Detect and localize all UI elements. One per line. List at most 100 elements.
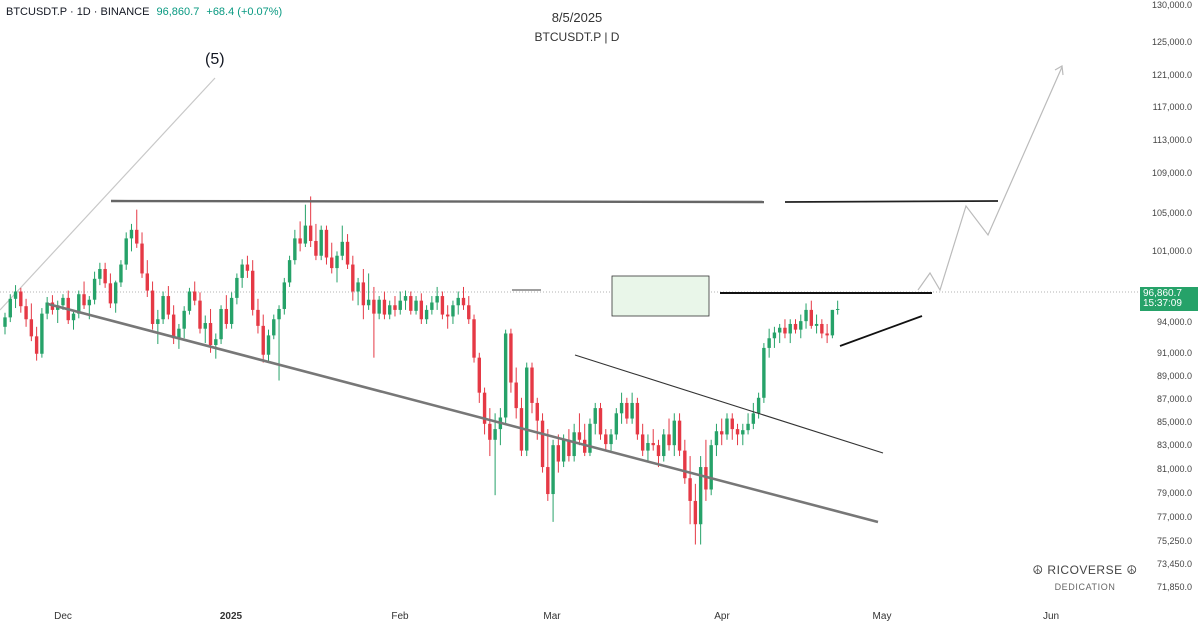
candle-body (182, 310, 186, 329)
candle-body (830, 309, 835, 336)
candle-body (366, 299, 371, 306)
candle-body (156, 319, 160, 324)
candle-body (814, 323, 819, 326)
candle-body (767, 338, 771, 348)
x-axis[interactable]: Dec 2025 Feb Mar Apr May Jun (54, 611, 1059, 622)
brand-name: ☮ RICOVERSE ☮ (1032, 563, 1138, 577)
y-axis[interactable]: 130,000.0 125,000.0 121,000.0 117,000.0 113,… (1152, 0, 1192, 592)
x-axis-tick-label: Apr (714, 611, 730, 622)
y-axis-tick-label: 77,000.0 (1157, 512, 1192, 522)
resistance-line-right (784, 200, 999, 203)
current-price-tag: 96,860.7 15:37:09 (1140, 287, 1198, 311)
candle-body (430, 302, 434, 310)
candle-body (424, 309, 429, 320)
y-axis-tick-label: 91,000.0 (1157, 348, 1192, 358)
candle-body (61, 297, 65, 306)
wave-5-trendline (0, 77, 216, 311)
candle-body (87, 299, 92, 306)
candle-body (609, 434, 613, 445)
candle-body (119, 264, 123, 283)
candle-body (261, 325, 265, 355)
candle-body (219, 308, 223, 340)
candle-body (551, 445, 555, 495)
projection-arrowhead (1054, 65, 1064, 76)
candle-body (113, 282, 118, 304)
candle-body (640, 434, 645, 451)
candle-body (324, 229, 329, 258)
candle-body (240, 264, 244, 278)
candle-body (435, 296, 439, 303)
y-axis-tick-label: 81,000.0 (1157, 464, 1192, 474)
candle-body (688, 478, 692, 501)
candle-body (598, 408, 603, 435)
support-trendline (47, 302, 879, 524)
brand-tagline: DEDICATION (1054, 582, 1116, 592)
candle-body (735, 429, 740, 435)
candle-body (604, 434, 608, 445)
candle-body (488, 423, 492, 440)
candle-body (166, 296, 171, 315)
y-axis-tick-label: 85,000.0 (1157, 417, 1192, 427)
y-axis-tick-label: 113,000.0 (1153, 135, 1192, 145)
candle-body (13, 291, 18, 299)
candle-body (799, 321, 803, 330)
candle-body (546, 467, 550, 495)
candle-body (77, 294, 81, 314)
y-axis-tick-label: 94,000.0 (1157, 317, 1192, 327)
x-axis-tick-label: Jun (1043, 611, 1059, 622)
y-axis-tick-label: 87,000.0 (1157, 394, 1192, 404)
candle-body (382, 299, 387, 315)
x-axis-tick-label: May (873, 611, 892, 622)
candle-body (193, 291, 197, 301)
candle-body (92, 278, 97, 300)
y-axis-tick-label: 125,000.0 (1152, 37, 1192, 47)
candle-body (709, 445, 713, 490)
candle-body (509, 333, 513, 383)
candle-body (256, 309, 260, 326)
wave-5-label: (5) (205, 51, 225, 68)
candle-body (672, 420, 676, 446)
candle-body (741, 430, 745, 435)
candle-body (646, 443, 650, 451)
current-price-value: 96,860.7 (1143, 288, 1182, 299)
candle-body (272, 319, 276, 336)
candle-body (725, 418, 729, 435)
candle-body (235, 277, 239, 298)
candle-body (440, 296, 445, 315)
candle-body (103, 268, 107, 284)
candle-body (308, 225, 313, 241)
brand-watermark: ☮ RICOVERSE ☮ DEDICATION (1030, 563, 1140, 592)
candle-body (40, 313, 44, 354)
candle-body (129, 229, 134, 239)
candle-body (825, 333, 829, 336)
candle-body (667, 434, 671, 446)
candle-body (683, 450, 687, 479)
x-axis-tick-label: Mar (543, 611, 561, 622)
candle-body (330, 257, 334, 269)
candles-layer (3, 196, 840, 545)
candle-body (414, 300, 418, 311)
candle-body (572, 432, 576, 457)
candle-body (335, 255, 339, 269)
candle-body (456, 297, 460, 306)
candle-body (809, 309, 814, 326)
candle-body (614, 413, 619, 435)
candle-body (287, 260, 292, 283)
candle-body (651, 443, 655, 446)
candle-body (588, 423, 592, 453)
candle-body (772, 332, 777, 339)
candle-body (630, 402, 634, 419)
candle-body (535, 402, 539, 421)
candle-body (398, 300, 402, 310)
symbol-line[interactable]: BTCUSDT.P · 1D · BINANCE (6, 6, 150, 18)
projection-path (917, 66, 1063, 292)
y-axis-tick-label: 83,000.0 (1157, 440, 1192, 450)
triangle-support (839, 315, 923, 347)
candle-body (403, 296, 408, 301)
candle-body (19, 291, 23, 307)
candle-body (98, 268, 102, 279)
candle-body (351, 264, 355, 292)
bar-countdown: 15:37:09 (1143, 298, 1182, 309)
drawings-front-layer (47, 65, 1064, 524)
